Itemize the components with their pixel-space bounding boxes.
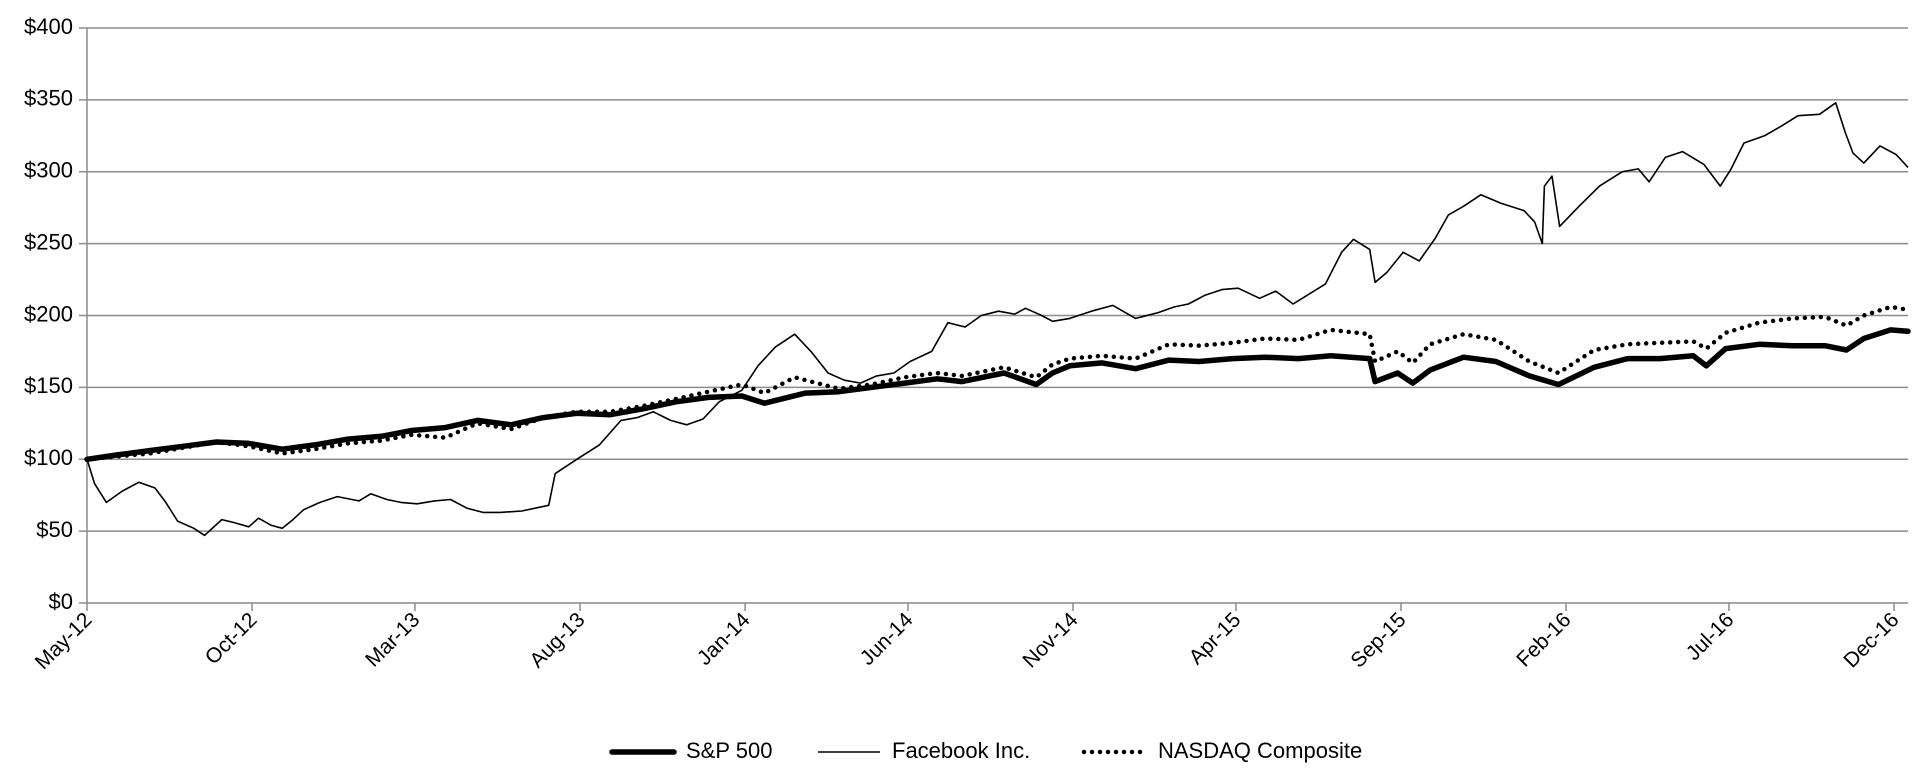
x-tick-label: Feb-16	[1512, 608, 1575, 671]
series-line-facebook-inc	[86, 102, 1909, 537]
legend: S&P 500 Facebook Inc. NASDAQ Composite	[609, 738, 1362, 763]
x-tick-label: Apr-15	[1185, 608, 1246, 669]
legend-item-nasdaq-composite: NASDAQ Composite	[1081, 738, 1362, 763]
x-tick-label: Mar-13	[361, 608, 424, 671]
series-lines	[84, 102, 1911, 537]
y-tick-label: $250	[24, 229, 73, 254]
x-tick-label: Nov-14	[1018, 608, 1082, 672]
x-tick-label: Oct-12	[201, 608, 262, 669]
x-tick-label: Sep-15	[1346, 608, 1410, 672]
legend-label: NASDAQ Composite	[1158, 738, 1362, 763]
legend-item-facebook-inc: Facebook Inc.	[818, 738, 1030, 763]
x-tick-label: May-12	[31, 608, 97, 674]
legend-item-s-p-500: S&P 500	[609, 738, 772, 763]
y-tick-label: $150	[24, 373, 73, 398]
series-line-s-p-500	[84, 327, 1911, 463]
y-tick-label: $200	[24, 301, 73, 326]
x-tick-label: Jan-14	[693, 608, 755, 670]
y-axis-ticks: $0 $50 $100 $150 $200 $250 $300 $350 $400	[24, 14, 87, 614]
y-tick-label: $350	[24, 86, 73, 111]
y-tick-label: $100	[24, 445, 73, 470]
legend-label: Facebook Inc.	[892, 738, 1030, 763]
y-tick-label: $400	[24, 14, 73, 39]
gridlines	[87, 27, 1908, 532]
y-tick-label: $50	[36, 517, 73, 542]
x-tick-label: Jul-16	[1682, 608, 1739, 665]
y-tick-label: $300	[24, 158, 73, 183]
x-tick-label: Jun-14	[856, 608, 918, 670]
series-line-nasdaq-composite	[84, 304, 1911, 462]
y-tick-label: $0	[49, 589, 73, 614]
legend-label: S&P 500	[686, 738, 772, 763]
x-tick-label: Dec-16	[1839, 608, 1903, 672]
x-axis-ticks: May-12 Oct-12 Mar-13 Aug-13 Jan-14 Jun-14 Nov-…	[31, 603, 1904, 674]
x-tick-label: Aug-13	[525, 608, 589, 672]
